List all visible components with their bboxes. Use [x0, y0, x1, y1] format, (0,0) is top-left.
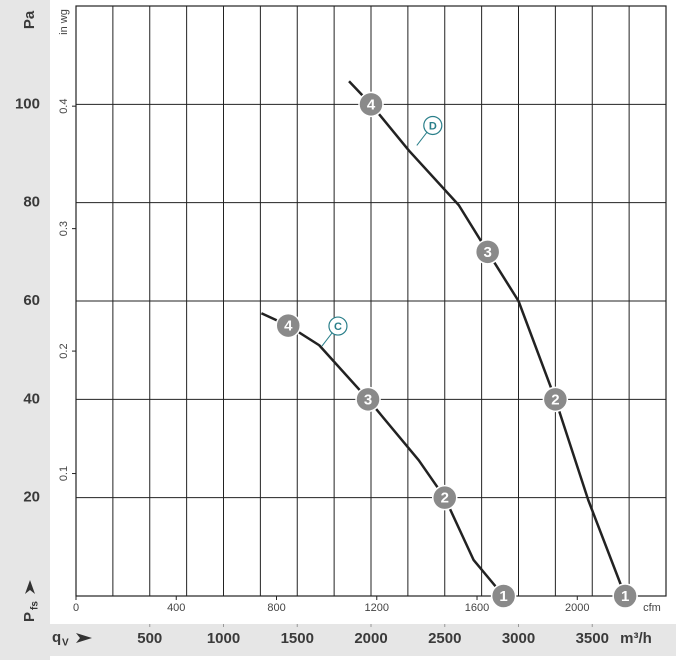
y-tick-label: 60 [23, 292, 40, 309]
x-tick-label: 3500 [576, 630, 609, 647]
plot-border [75, 5, 667, 597]
y-tick-label: 40 [23, 390, 40, 407]
x-tick-label: 1500 [281, 630, 314, 647]
y2-axis-label: in wg [58, 9, 70, 35]
y2-tick-label: 0.2 [58, 343, 70, 358]
operating-point-label: 4 [367, 96, 376, 113]
x-tick-label: 2000 [354, 630, 387, 647]
operating-point-label: 3 [364, 391, 372, 408]
operating-point-label: 1 [621, 588, 629, 605]
x2-tick-label: 2000 [565, 602, 589, 614]
x-axis-label: m³/h [620, 630, 652, 647]
series-name: D [429, 120, 437, 132]
x2-tick-label: 0 [73, 602, 79, 614]
annotation-circle [423, 115, 443, 136]
x-symbol-sub: V [62, 638, 69, 649]
x-arrow [76, 633, 92, 643]
x-symbol: q [52, 629, 61, 646]
y-arrow [25, 580, 35, 594]
y-symbol-sub: fs [30, 601, 41, 610]
series-name: C [334, 321, 342, 333]
operating-point [358, 91, 384, 118]
y-tick-label: 80 [23, 194, 40, 211]
y-tick-label: 20 [23, 489, 40, 506]
operating-point [432, 484, 458, 511]
operating-point-label: 3 [484, 244, 492, 261]
x2-tick-label: 1600 [465, 602, 489, 614]
y2-tick-label: 0.4 [58, 99, 70, 114]
y2-tick-label: 0.3 [58, 221, 70, 236]
operating-point-label: 2 [551, 391, 559, 408]
annotation-leader [321, 332, 333, 347]
y-tick-label: 100 [15, 95, 40, 112]
operating-point-label: 2 [441, 490, 449, 507]
operating-point-label: 4 [284, 318, 293, 335]
operating-point [542, 386, 569, 413]
x-tick-label: 1000 [207, 630, 240, 647]
y-axis-label: Pa [21, 10, 38, 29]
operating-point [474, 239, 501, 265]
x2-tick-label: 1200 [365, 602, 389, 614]
x2-tick-label: 800 [267, 602, 285, 614]
y-symbol-text: P [21, 612, 38, 622]
x-tick-label: 500 [137, 630, 162, 647]
x-tick-label: 3000 [502, 630, 535, 647]
operating-point-label: 1 [499, 588, 507, 605]
x2-axis-label: cfm [643, 602, 661, 614]
annotation-leader [416, 132, 428, 146]
y-symbol: P fs [21, 601, 41, 622]
y2-tick-label: 0.1 [58, 466, 70, 481]
curve [348, 80, 627, 597]
x2-tick-label: 400 [167, 602, 185, 614]
annotation-circle [328, 316, 348, 336]
x-axis-strip [0, 624, 676, 656]
y-axis-strip [0, 0, 50, 660]
x-tick-label: 2500 [428, 630, 461, 647]
operating-point [612, 583, 638, 609]
operating-point [275, 312, 302, 339]
operating-point [355, 386, 381, 413]
operating-point [490, 583, 517, 609]
